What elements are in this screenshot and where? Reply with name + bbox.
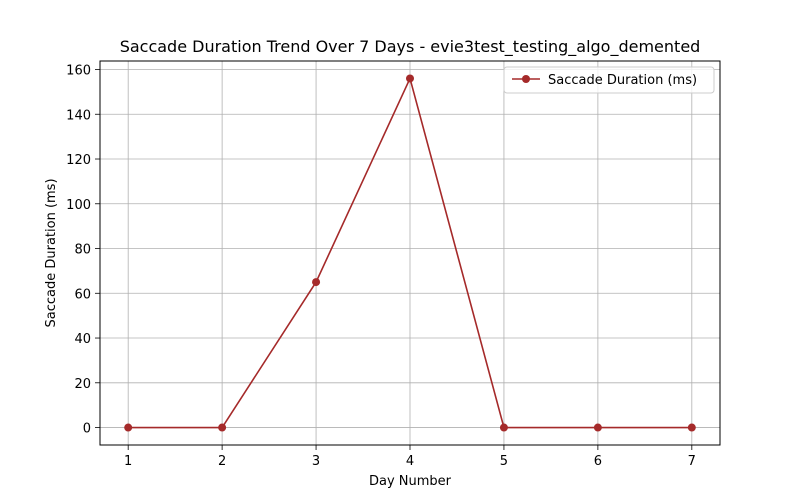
data-point [499,423,508,432]
y-tick-label: 20 [74,377,91,392]
data-point [687,423,696,432]
y-tick-label: 100 [66,198,91,213]
chart-title: Saccade Duration Trend Over 7 Days - evi… [120,37,701,57]
x-tick-label: 5 [500,454,508,469]
legend-marker-swatch [522,75,530,83]
y-tick-label: 40 [74,332,91,347]
y-tick-label: 80 [74,243,91,258]
x-tick-label: 1 [124,454,132,469]
axis-ticks: 1 2 3 4 5 6 7 0 20 40 60 80 100 120 140 160 [66,64,696,469]
data-point [312,278,321,287]
y-tick-label: 0 [83,422,91,437]
y-tick-label: 120 [66,153,91,168]
y-axis-label: Saccade Duration (ms) [44,178,59,327]
x-axis-label: Day Number [369,474,452,489]
x-tick-label: 2 [218,454,226,469]
data-point [593,423,602,432]
y-tick-label: 140 [66,108,91,123]
legend-box [503,66,715,94]
x-tick-label: 6 [594,454,602,469]
legend-label: Saccade Duration (ms) [548,73,697,88]
data-point [218,423,227,432]
x-tick-label: 4 [406,454,414,469]
series-layer [124,74,696,432]
data-point [124,423,133,432]
y-tick-label: 160 [66,64,91,79]
x-tick-label: 3 [312,454,320,469]
data-point [406,74,414,83]
y-tick-label: 60 [74,287,91,302]
legend: Saccade Duration (ms) [503,66,715,94]
x-tick-label: 7 [688,454,696,469]
